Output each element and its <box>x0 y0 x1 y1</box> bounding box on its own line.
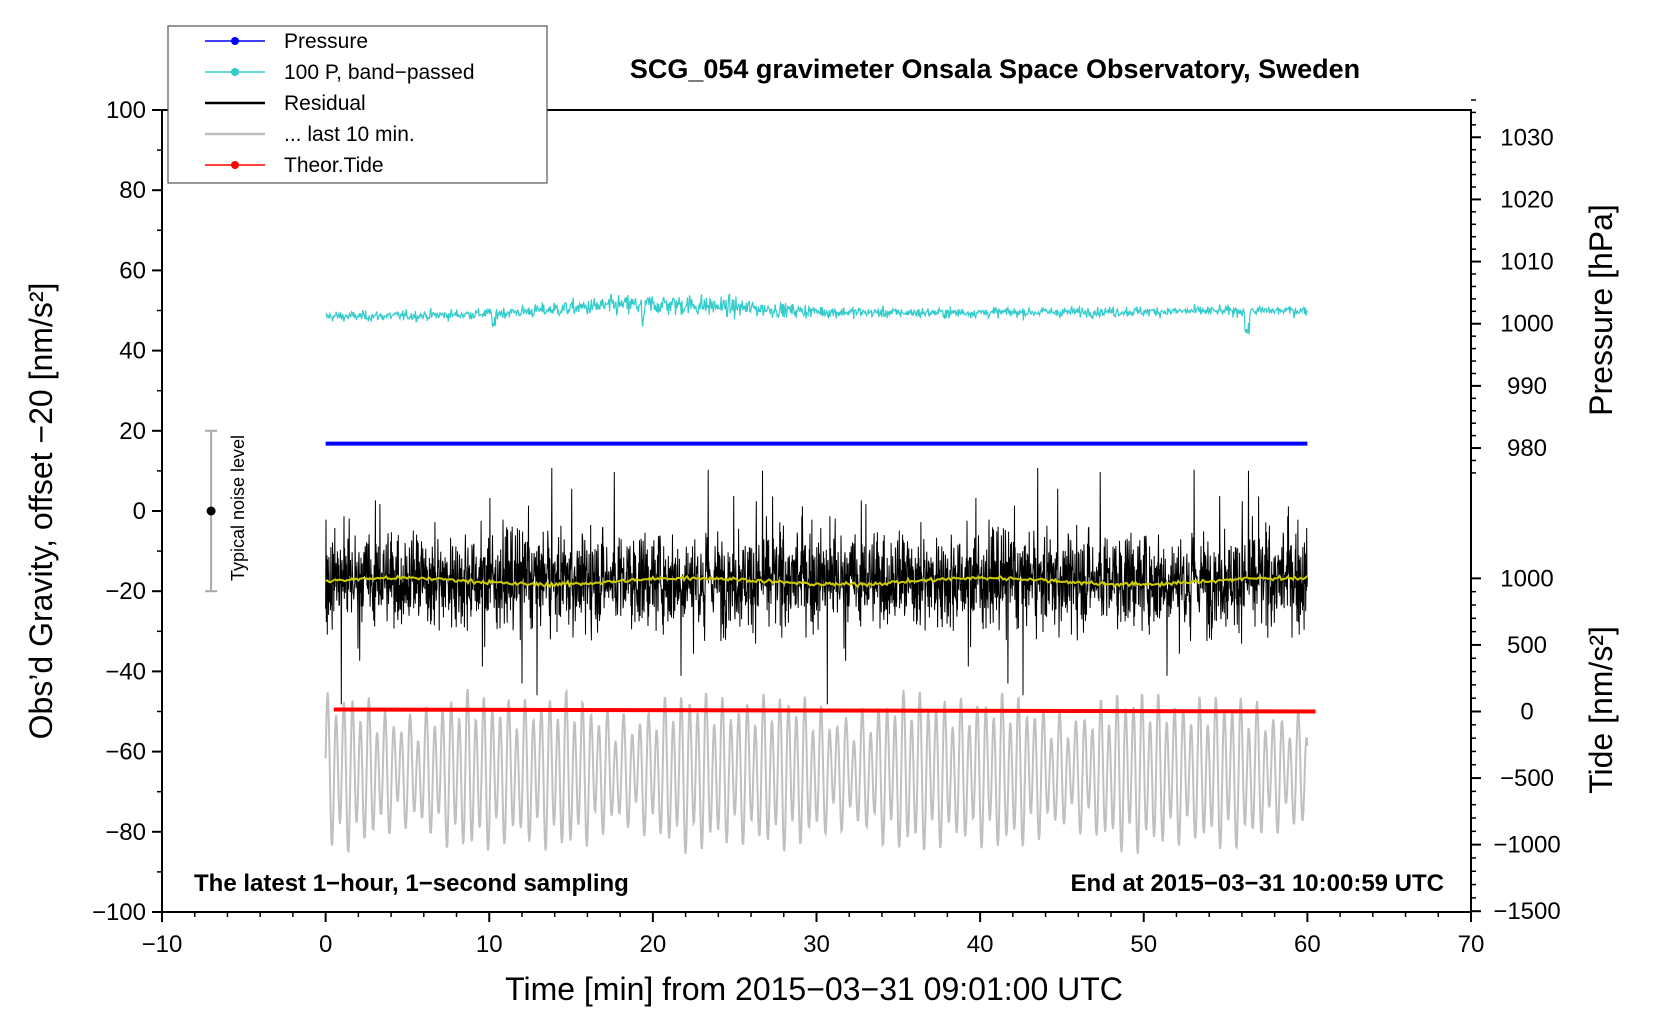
pressure-tick-label: 990 <box>1507 373 1547 400</box>
y-tick-label: −100 <box>92 899 146 926</box>
noise-bar-center-dot <box>206 506 216 516</box>
legend-label: Theor.Tide <box>284 154 384 177</box>
pressure-axis-title: Pressure [hPa] <box>1583 204 1619 416</box>
legend-box <box>167 25 548 184</box>
y-tick-label: 80 <box>119 177 146 204</box>
last-10-min-series <box>324 688 1309 855</box>
y-tick-label: 60 <box>119 257 146 284</box>
tide-tick-label: −500 <box>1500 765 1554 792</box>
x-axis-title: Time [min] from 2015−03−31 09:01:00 UTC <box>505 971 1123 1007</box>
tide-tick-label: 1000 <box>1500 565 1553 592</box>
legend-swatch-dot <box>231 161 239 169</box>
band-passed-pressure-series <box>325 293 1308 335</box>
residual-line <box>325 467 1308 705</box>
chart-title: SCG_054 gravimeter Onsala Space Observat… <box>630 54 1360 84</box>
y-tick-label: 100 <box>106 97 146 124</box>
end-time-annotation: End at 2015−03−31 10:00:59 UTC <box>1070 870 1444 897</box>
pressure-tick-label: 980 <box>1507 435 1547 462</box>
residual-smoothed-series <box>325 574 1309 589</box>
y-tick-label: 20 <box>119 418 146 445</box>
x-tick-label: 40 <box>967 931 994 958</box>
legend-swatch-dot <box>231 37 239 45</box>
pressure-tick-label: 1030 <box>1500 124 1553 151</box>
band-passed-pressure-line <box>325 293 1308 335</box>
tide-tick-label: −1000 <box>1493 832 1560 859</box>
tide-axis-ticks: −1500 −1000 −500 0 500 1000 <box>1471 565 1561 925</box>
x-tick-label: 70 <box>1458 931 1485 958</box>
x-tick-label: 20 <box>640 931 667 958</box>
tide-line <box>333 707 1316 714</box>
noise-level-indicator <box>205 429 218 593</box>
legend-label: Residual <box>284 92 366 115</box>
x-tick-label: 30 <box>803 931 830 958</box>
y-axis-title: Obs’d Gravity, offset −20 [nm/s²] <box>23 283 59 740</box>
x-tick-label: 60 <box>1294 931 1321 958</box>
x-tick-label: 50 <box>1130 931 1157 958</box>
legend-label: 100 P, band−passed <box>284 61 475 84</box>
x-axis-ticks: −10 0 10 20 30 40 50 60 70 <box>142 912 1485 958</box>
tide-tick-label: 0 <box>1520 699 1533 726</box>
legend-swatch-dot <box>231 68 239 76</box>
sampling-annotation: The latest 1−hour, 1−second sampling <box>194 870 629 897</box>
x-tick-label: 0 <box>319 931 332 958</box>
y-tick-label: −60 <box>105 739 146 766</box>
pressure-tick-label: 1010 <box>1500 249 1553 276</box>
y-axis-ticks: −100 −80 −60 −40 −20 0 20 40 60 80 100 <box>92 97 162 926</box>
pressure-tick-label: 1020 <box>1500 186 1553 213</box>
residual-smoothed-line <box>325 574 1309 589</box>
theoretical-tide-series <box>333 707 1316 714</box>
last-10-min-line <box>324 688 1309 855</box>
noise-level-label: Typical noise level <box>228 435 248 581</box>
x-tick-label: 10 <box>476 931 503 958</box>
y-tick-label: 40 <box>119 338 146 365</box>
y-tick-label: −20 <box>105 578 146 605</box>
x-tick-label: −10 <box>142 931 183 958</box>
legend-label: Pressure <box>284 30 368 53</box>
residual-series <box>325 467 1308 705</box>
tide-tick-label: 500 <box>1507 632 1547 659</box>
tide-axis-title: Tide [nm/s²] <box>1583 626 1619 794</box>
legend: Pressure 100 P, band−passed Residual ... la… <box>167 25 548 184</box>
y-tick-label: −40 <box>105 658 146 685</box>
tide-tick-label: −1500 <box>1493 898 1560 925</box>
y-tick-label: −80 <box>105 819 146 846</box>
legend-label: ... last 10 min. <box>284 123 415 146</box>
pressure-axis-ticks: 980 990 1000 1010 1020 1030 <box>1471 99 1554 474</box>
y-tick-label: 0 <box>133 498 146 525</box>
pressure-tick-label: 1000 <box>1500 311 1553 338</box>
